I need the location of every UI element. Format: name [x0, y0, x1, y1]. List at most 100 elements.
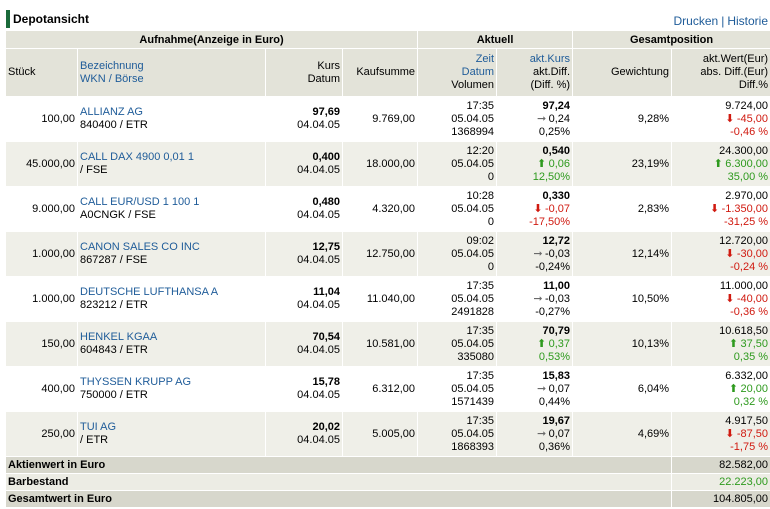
arrow-down-icon: ⬇ [725, 292, 735, 305]
arrow-right-icon: ➞ [537, 427, 547, 440]
name-cell: CALL DAX 4900 0,01 1/ FSE [77, 141, 266, 187]
table-row: 9.000,00 CALL EUR/USD 1 100 1 A0CNGK / FSE… [5, 186, 770, 232]
qty-cell: 250,00 [5, 411, 78, 457]
price-cell: 15,78 04.04.05 [265, 366, 343, 412]
time-cell: 17:35 05.04.05 2491828 [417, 276, 498, 322]
time-cell: 17:35 05.04.05 1571439 [417, 366, 498, 412]
security-link[interactable]: CALL EUR/USD 1 100 1 [80, 196, 200, 208]
price-cell: 12,75 04.04.05 [265, 231, 343, 277]
total-row: Gesamtwert in Euro 104.805,00 [4, 490, 770, 508]
title-accent-bar [6, 10, 10, 28]
weight-cell: 9,28% [572, 96, 673, 142]
security-link[interactable]: DEUTSCHE LUFTHANSA A [80, 286, 219, 298]
buy-sum-cell: 5.005,00 [341, 411, 419, 457]
wkn-exchange: 823212 / ETR [80, 299, 148, 311]
price-cell: 70,54 04.04.05 [265, 321, 343, 367]
name-cell: CANON SALES CO INC 867287 / FSE [77, 231, 266, 277]
value-cell: 24.300,00 ⬆ 6.300,00 35,00 % [671, 141, 770, 187]
footer-value: 82.582,00 [671, 456, 770, 474]
weight-cell: 10,50% [572, 276, 673, 322]
col-value: akt.Wert(Eur) abs. Diff.(Eur) Diff.% [671, 48, 770, 97]
group-total: Gesamtposition [572, 30, 770, 49]
history-link[interactable]: Historie [727, 14, 768, 28]
group-purchase: Aufnahme(Anzeige in Euro) [4, 30, 419, 49]
weight-cell: 4,69% [572, 411, 673, 457]
wkn-exchange: / FSE [80, 164, 108, 176]
column-header-row: Stück Bezeichnung WKN / Börse Kurs Datum K… [5, 48, 770, 97]
price-cell: 97,69 04.04.05 [265, 96, 343, 142]
value-cell: 9.724,00 ⬇ -45,00 -0,46 % [671, 96, 770, 142]
security-link[interactable]: HENKEL KGAA [80, 331, 158, 343]
name-cell: TUI AG / ETR [77, 411, 266, 457]
time-cell: 17:35 05.04.05 335080 [417, 321, 498, 367]
security-link[interactable]: TUI AG [80, 421, 117, 433]
arrow-down-icon: ⬇ [725, 112, 735, 125]
arrow-down-icon: ⬇ [725, 427, 735, 440]
group-current: Aktuell [417, 30, 574, 49]
footer-value: 104.805,00 [671, 490, 770, 508]
current-cell: 19,67 ➞ 0,07 0,36% [496, 411, 574, 457]
value-cell: 4.917,50 ⬇ -87,50 -1,75 % [671, 411, 770, 457]
group-header-row: Aufnahme(Anzeige in Euro) Aktuell Gesamt… [4, 30, 770, 49]
qty-cell: 150,00 [5, 321, 78, 367]
buy-sum-cell: 11.040,00 [341, 276, 419, 322]
arrow-down-icon: ⬇ [725, 247, 735, 260]
qty-cell: 45.000,00 [5, 141, 78, 187]
time-cell: 12:20 05.04.05 0 [417, 141, 498, 187]
security-link[interactable]: CALL DAX 4900 0,01 1 [80, 151, 194, 163]
wkn-exchange: 750000 / ETR [80, 389, 148, 401]
print-link[interactable]: Drucken [673, 14, 719, 28]
security-link[interactable]: CANON SALES CO INC [80, 241, 200, 253]
price-cell: 11,04 04.04.05 [265, 276, 343, 322]
col-buy-sum: Kaufsumme [341, 48, 419, 97]
col-name[interactable]: Bezeichnung WKN / Börse [77, 48, 266, 97]
col-qty: Stück [5, 48, 78, 97]
arrow-right-icon: ➞ [537, 112, 547, 125]
security-link[interactable]: ALLIANZ AG [80, 106, 143, 118]
table-row: 250,00 TUI AG / ETR 20,02 04.04.05 5.005,00 17… [5, 411, 770, 457]
arrow-up-icon: ⬆ [537, 157, 547, 170]
name-cell: HENKEL KGAA 604843 / ETR [77, 321, 266, 367]
weight-cell: 2,83% [572, 186, 673, 232]
buy-sum-cell: 12.750,00 [341, 231, 419, 277]
arrow-up-icon: ⬆ [728, 382, 739, 395]
arrow-down-icon: ⬇ [533, 202, 543, 215]
name-cell: CALL EUR/USD 1 100 1 A0CNGK / FSE [77, 186, 266, 232]
wkn-exchange: 867287 / FSE [80, 254, 148, 266]
price-cell: 0,480 04.04.05 [265, 186, 343, 232]
current-cell: 70,79 ⬆ 0,37 0,53% [496, 321, 574, 367]
qty-cell: 1.000,00 [5, 231, 78, 277]
value-cell: 12.720,00 ⬇ -30,00 -0,24 % [671, 231, 770, 277]
time-cell: 17:35 05.04.05 1868393 [417, 411, 498, 457]
buy-sum-cell: 6.312,00 [341, 366, 419, 412]
table-row: 1.000,00 DEUTSCHE LUFTHANSA A 823212 / ETR… [5, 276, 770, 322]
buy-sum-cell: 18.000,00 [341, 141, 419, 187]
qty-cell: 9.000,00 [5, 186, 78, 232]
price-cell: 20,02 04.04.05 [265, 411, 343, 457]
current-cell: 0,330 ⬇ -0,07 -17,50% [496, 186, 574, 232]
arrow-right-icon: ➞ [533, 292, 543, 305]
current-cell: 15,83 ➞ 0,07 0,44% [496, 366, 574, 412]
link-separator: | [721, 14, 725, 28]
security-link[interactable]: THYSSEN KRUPP AG [80, 376, 192, 388]
value-cell: 10.618,50 ⬆ 37,50 0,35 % [671, 321, 770, 367]
qty-cell: 400,00 [5, 366, 78, 412]
buy-sum-cell: 9.769,00 [341, 96, 419, 142]
footer-label: Barbestand [4, 473, 673, 491]
col-current[interactable]: akt.Kurs akt.Diff. (Diff. %) [496, 48, 574, 97]
current-cell: 0,540 ⬆ 0,06 12,50% [496, 141, 574, 187]
footer-value: 22.223,00 [671, 473, 770, 491]
time-cell: 09:02 05.04.05 0 [417, 231, 498, 277]
arrow-up-icon: ⬆ [728, 337, 739, 350]
wkn-exchange: A0CNGK / FSE [80, 209, 156, 221]
col-time[interactable]: Zeit Datum Volumen [417, 48, 498, 97]
stock-value-row: Aktienwert in Euro 82.582,00 [4, 456, 770, 474]
weight-cell: 10,13% [572, 321, 673, 367]
name-cell: DEUTSCHE LUFTHANSA A 823212 / ETR [77, 276, 266, 322]
name-cell: ALLIANZ AG 840400 / ETR [77, 96, 266, 142]
cash-row: Barbestand 22.223,00 [4, 473, 770, 491]
weight-cell: 6,04% [572, 366, 673, 412]
buy-sum-cell: 4.320,00 [341, 186, 419, 232]
footer-label: Gesamtwert in Euro [4, 490, 673, 508]
page-title: Depotansicht [13, 12, 90, 26]
